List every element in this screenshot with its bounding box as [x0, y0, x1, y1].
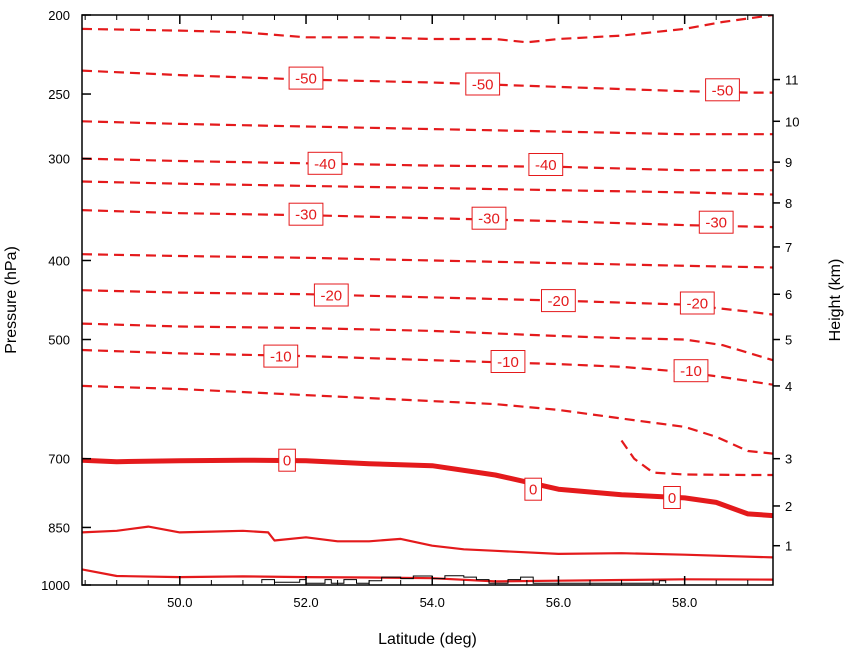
contour-label-text: -50: [472, 77, 494, 94]
y2-tick-label: 9: [785, 155, 792, 170]
y-tick-label: 850: [48, 520, 70, 535]
y-tick-label: 300: [48, 152, 70, 167]
x-tick-label: 50.0: [167, 595, 192, 610]
contour-label: -30: [699, 211, 733, 233]
contour-label-text: 0: [283, 453, 291, 470]
contour-label-text: -10: [497, 354, 519, 371]
y-axis-pressure: 200 250 300 400 500 700 850 1000: [41, 8, 91, 593]
y2-tick-label: 2: [785, 499, 792, 514]
y2-tick-label: 5: [785, 333, 792, 348]
contour-line-neg3-11: [622, 441, 774, 476]
x-axis: 50.0 52.0 54.0 56.0 58.0: [85, 15, 748, 610]
contour-label: -10: [491, 351, 525, 373]
contour-line-neg35-4: [82, 182, 773, 195]
y2-tick-label: 3: [785, 452, 792, 467]
y2-tick-label: 11: [785, 73, 799, 88]
contour-label-text: 0: [668, 490, 676, 507]
contour-label-text: -20: [548, 293, 570, 310]
contour-label: -30: [472, 207, 506, 229]
y-tick-label: 400: [48, 253, 70, 268]
y2-tick-label: 7: [785, 240, 792, 255]
y2-tick-label: 10: [785, 114, 799, 129]
contour-line-neg20-7: [82, 290, 773, 314]
contour-line-neg50-1: [82, 71, 773, 93]
y-tick-label: 250: [48, 87, 70, 102]
x-tick-label: 52.0: [293, 595, 318, 610]
contour-line-neg55-0: [82, 15, 773, 42]
contour-label-text: -30: [478, 211, 500, 228]
contour-label-text: -30: [295, 207, 317, 224]
y-tick-label: 1000: [41, 578, 70, 593]
contour-label-text: -20: [686, 296, 708, 313]
contour-label: -10: [264, 345, 298, 367]
contour-line-neg30-5: [82, 210, 773, 227]
contour-label-text: -50: [712, 82, 734, 99]
contour-line-5-13: [82, 527, 773, 558]
contour-label-text: -50: [295, 71, 317, 88]
y2-axis-title: Height (km): [827, 259, 844, 342]
y-tick-label: 700: [48, 452, 70, 467]
contour-line-neg10-9: [82, 350, 773, 385]
contour-label: 0: [664, 487, 681, 509]
y-tick-label: 500: [48, 333, 70, 348]
contour-line-10-14: [82, 569, 773, 581]
contour-line-neg25-6: [82, 254, 773, 267]
contour-label: 0: [525, 478, 542, 500]
y2-tick-label: 6: [785, 287, 792, 302]
contour-label: -50: [289, 67, 323, 89]
contour-label: -10: [674, 360, 708, 382]
contour-labels: -50 -50 -50 -40 -40 -30 -30 -30 -20 -20 -20 -10 -10 -…: [264, 67, 739, 508]
contour-line-neg5-10: [82, 386, 773, 454]
contour-label: -20: [680, 292, 714, 314]
y2-tick-label: 4: [785, 379, 792, 394]
y-axis-height: 11 10 9 8 7 6 5 4 3 2 1: [773, 73, 799, 554]
y2-tick-label: 1: [785, 539, 792, 554]
contour-label-text: -30: [705, 215, 727, 232]
contour-label-text: -40: [314, 156, 336, 173]
contour-label: -50: [466, 73, 500, 95]
contour-label-text: -40: [535, 157, 557, 174]
contour-label: -30: [289, 203, 323, 225]
contour-label: -20: [314, 284, 348, 306]
x-tick-label: 56.0: [546, 595, 571, 610]
contour-label: -40: [308, 152, 342, 174]
contour-label: -40: [529, 154, 563, 176]
contour-line-neg40-3: [82, 159, 773, 171]
contour-label: 0: [279, 449, 296, 471]
contour-line-neg45-2: [82, 121, 773, 134]
contour-label-text: -10: [270, 349, 292, 366]
contour-label: -50: [706, 79, 740, 101]
contour-label-text: -20: [320, 288, 342, 305]
contour-label: -20: [542, 290, 576, 312]
x-axis-title: Latitude (deg): [378, 631, 477, 648]
contour-line-neg15-8: [82, 324, 773, 361]
contour-label-text: -10: [680, 363, 702, 380]
y2-tick-label: 8: [785, 196, 792, 211]
contour-chart: -50 -50 -50 -40 -40 -30 -30 -30 -20 -20 -20 -10 -10 -…: [0, 0, 850, 650]
x-tick-label: 54.0: [420, 595, 445, 610]
x-tick-label: 58.0: [672, 595, 697, 610]
y-axis-title: Pressure (hPa): [3, 246, 20, 354]
contour-label-text: 0: [529, 482, 537, 499]
y-tick-label: 200: [48, 8, 70, 23]
